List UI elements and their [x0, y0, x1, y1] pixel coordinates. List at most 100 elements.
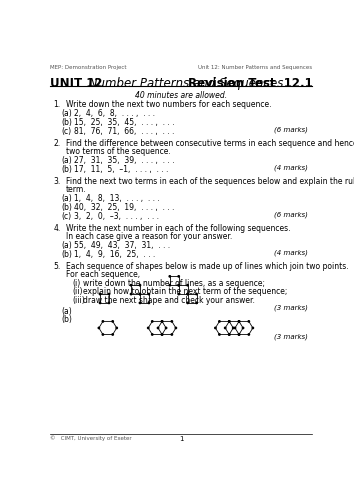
Text: Find the next two terms in each of the sequences below and explain the rule for : Find the next two terms in each of the s… [66, 176, 354, 186]
Text: 40,  32,  25,  19,  . . . ,  . . .: 40, 32, 25, 19, . . . , . . . [74, 202, 174, 211]
Circle shape [139, 294, 141, 295]
Circle shape [175, 327, 177, 328]
Text: 27,  31,  35,  39,  . . . ,  . . .: 27, 31, 35, 39, . . . , . . . [74, 156, 174, 165]
Circle shape [196, 302, 197, 304]
Circle shape [242, 327, 244, 328]
Circle shape [219, 320, 220, 322]
Circle shape [152, 334, 153, 335]
Text: 55,  49,  43,  37,  31,  . . .: 55, 49, 43, 37, 31, . . . [74, 241, 170, 250]
Circle shape [187, 284, 188, 286]
Circle shape [116, 327, 118, 328]
Text: 4.: 4. [53, 224, 61, 232]
Circle shape [238, 334, 240, 335]
Circle shape [148, 327, 149, 328]
Circle shape [248, 320, 250, 322]
Text: (b): (b) [61, 118, 72, 126]
Circle shape [130, 294, 132, 295]
Circle shape [229, 320, 230, 322]
Text: (a): (a) [61, 307, 72, 316]
Text: MEP: Demonstration Project: MEP: Demonstration Project [51, 64, 127, 70]
Text: 3,  2,  0,  –3,  . . . ,  . . .: 3, 2, 0, –3, . . . , . . . [74, 212, 159, 220]
Text: (3 marks): (3 marks) [274, 304, 308, 310]
Circle shape [102, 334, 104, 335]
Circle shape [161, 320, 163, 322]
Circle shape [139, 294, 141, 295]
Text: 1: 1 [179, 436, 184, 442]
Text: 2.: 2. [53, 138, 61, 147]
Text: (6 marks): (6 marks) [274, 126, 308, 133]
Text: (a): (a) [61, 241, 72, 250]
Text: 1.: 1. [53, 100, 61, 109]
Circle shape [187, 302, 188, 304]
Circle shape [139, 302, 141, 304]
Circle shape [139, 284, 141, 286]
Circle shape [157, 327, 159, 328]
Text: (ii): (ii) [72, 287, 82, 296]
Text: 3.: 3. [53, 176, 61, 186]
Text: 17,  11,  5,  –1,  . . . ,  . . .: 17, 11, 5, –1, . . . , . . . [74, 164, 168, 173]
Circle shape [229, 334, 230, 335]
Text: In each case give a reason for your answer.: In each case give a reason for your answ… [66, 232, 232, 241]
Circle shape [169, 284, 171, 286]
Text: (c): (c) [61, 126, 72, 136]
Text: explain how to obtain the next term of the sequence;: explain how to obtain the next term of t… [83, 287, 287, 296]
Text: 1,  4,  8,  13,  . . . ,  . . .: 1, 4, 8, 13, . . . , . . . [74, 194, 159, 203]
Text: (3 marks): (3 marks) [274, 334, 308, 340]
Circle shape [112, 334, 113, 335]
Circle shape [224, 327, 226, 328]
Circle shape [238, 320, 240, 322]
Circle shape [148, 294, 150, 295]
Text: Write down the next two numbers for each sequence.: Write down the next two numbers for each… [66, 100, 272, 109]
Text: 1,  4,  9,  16,  25,  . . .: 1, 4, 9, 16, 25, . . . [74, 250, 155, 258]
Circle shape [196, 294, 197, 295]
Text: Each sequence of shapes below is made up of lines which join two points.: Each sequence of shapes below is made up… [66, 262, 349, 270]
Text: For each sequence,: For each sequence, [66, 270, 140, 279]
Text: 5.: 5. [53, 262, 61, 270]
Circle shape [171, 334, 172, 335]
Circle shape [238, 334, 240, 335]
Circle shape [187, 294, 188, 295]
Text: (b): (b) [61, 250, 72, 258]
Text: (a): (a) [61, 109, 72, 118]
Text: Number Patterns and Sequences: Number Patterns and Sequences [85, 77, 284, 90]
Circle shape [148, 302, 150, 304]
Text: 15,  25,  35,  45,  . . . ,  . . .: 15, 25, 35, 45, . . . , . . . [74, 118, 174, 126]
Circle shape [229, 334, 230, 335]
Text: (b): (b) [61, 202, 72, 211]
Circle shape [187, 294, 188, 295]
Text: (iii): (iii) [72, 296, 85, 304]
Text: 2,  4,  6,  8,  . . . ,  . . .: 2, 4, 6, 8, . . . , . . . [74, 109, 155, 118]
Circle shape [252, 327, 253, 328]
Circle shape [234, 327, 236, 328]
Circle shape [233, 327, 234, 328]
Circle shape [178, 284, 179, 286]
Text: draw the next shape and check your answer.: draw the next shape and check your answe… [83, 296, 255, 304]
Text: (6 marks): (6 marks) [274, 212, 308, 218]
Circle shape [112, 320, 113, 322]
Circle shape [169, 276, 171, 277]
Text: 81,  76,  71,  66,  . . . ,  . . .: 81, 76, 71, 66, . . . , . . . [74, 126, 174, 136]
Text: term.: term. [66, 185, 87, 194]
Text: write down the number of lines, as a sequence;: write down the number of lines, as a seq… [83, 279, 265, 288]
Text: (i): (i) [72, 279, 80, 288]
Text: (b): (b) [61, 164, 72, 173]
Circle shape [98, 327, 99, 328]
Text: Write the next number in each of the following sequences.: Write the next number in each of the fol… [66, 224, 290, 232]
Circle shape [248, 334, 250, 335]
Circle shape [108, 294, 110, 295]
Circle shape [215, 327, 216, 328]
Text: 40 minutes are allowed.: 40 minutes are allowed. [135, 91, 228, 100]
Circle shape [219, 334, 220, 335]
Circle shape [178, 294, 179, 295]
Text: two terms of the sequence.: two terms of the sequence. [66, 147, 171, 156]
Text: (a): (a) [61, 194, 72, 203]
Circle shape [161, 334, 163, 335]
Text: (a): (a) [61, 156, 72, 165]
Text: Revision Test  12.1: Revision Test 12.1 [188, 77, 312, 90]
Circle shape [99, 294, 101, 295]
Circle shape [178, 284, 179, 286]
Text: Unit 12: Number Patterns and Sequences: Unit 12: Number Patterns and Sequences [198, 64, 312, 70]
Circle shape [161, 320, 163, 322]
Circle shape [171, 320, 172, 322]
Circle shape [238, 320, 240, 322]
